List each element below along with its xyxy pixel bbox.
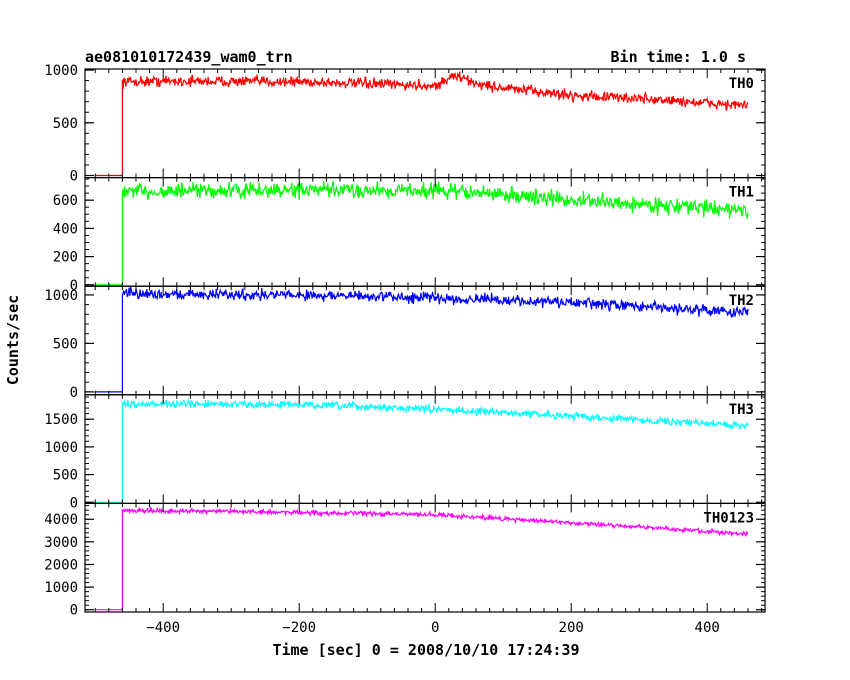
panel-frame <box>84 502 766 613</box>
panel-th3: 0 500 1000 1500 TH3 <box>44 394 766 511</box>
panel-th1: 0 200 400 600 TH1 <box>53 177 766 294</box>
bin-time-label: Bin time: 1.0 s <box>611 48 746 66</box>
y-tick-label: 4000 <box>44 512 78 528</box>
panel-th0123: 0 1000 2000 3000 4000 TH0123 <box>44 502 766 619</box>
chart-title: ae081010172439_wam0_trn <box>85 48 293 66</box>
x-axis-label: Time [sec] 0 = 2008/10/10 17:24:39 <box>272 641 579 659</box>
panels-group: 0 500 1000 TH0 0 200 400 600 TH1 0 500 1000 TH2 0 500 1… <box>44 63 766 636</box>
y-tick-label: 1500 <box>44 412 78 428</box>
panel-th2: 0 500 1000 TH2 <box>44 285 766 401</box>
series-line-th3 <box>95 397 749 503</box>
y-tick-label: 0 <box>70 169 78 185</box>
panel-label: TH0123 <box>703 510 754 526</box>
y-axis-label: Counts/sec <box>4 295 22 385</box>
y-tick-label: 1000 <box>44 440 78 456</box>
y-tick-label: 500 <box>53 336 78 352</box>
y-tick-label: 200 <box>53 250 78 266</box>
y-tick-label: 2000 <box>44 558 78 574</box>
panel-label: TH3 <box>729 402 754 418</box>
series-line-th0 <box>95 71 749 177</box>
x-tick-label: −400 <box>146 620 180 636</box>
y-tick-label: 500 <box>53 116 78 132</box>
panel-th0: 0 500 1000 TH0 <box>44 63 766 185</box>
x-tick-label: 0 <box>431 620 439 636</box>
y-tick-label: 0 <box>70 278 78 294</box>
panel-label: TH2 <box>729 293 754 309</box>
series-line-th0123 <box>95 506 749 611</box>
y-tick-label: 500 <box>53 468 78 484</box>
y-tick-label: 0 <box>70 385 78 401</box>
x-tick-label: −200 <box>282 620 316 636</box>
panel-label: TH0 <box>729 76 754 92</box>
y-tick-label: 3000 <box>44 535 78 551</box>
x-tick-label: 400 <box>695 620 720 636</box>
panel-label: TH1 <box>729 185 754 201</box>
panel-frame <box>84 285 766 396</box>
y-tick-label: 1000 <box>44 288 78 304</box>
y-tick-label: 0 <box>70 603 78 619</box>
series-line-th2 <box>95 286 749 393</box>
y-tick-label: 600 <box>53 193 78 209</box>
y-tick-label: 1000 <box>44 63 78 79</box>
y-tick-label: 1000 <box>44 580 78 596</box>
x-tick-label: 200 <box>559 620 584 636</box>
y-tick-label: 400 <box>53 221 78 237</box>
y-tick-label: 0 <box>70 495 78 511</box>
series-line-th1 <box>95 181 749 286</box>
